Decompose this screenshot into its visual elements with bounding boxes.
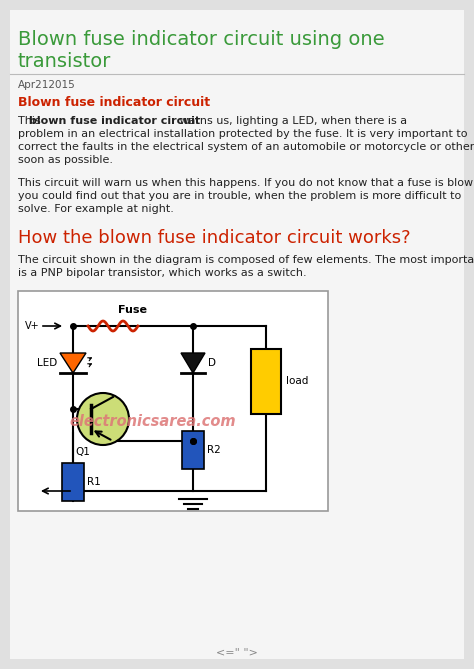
Polygon shape	[181, 353, 205, 373]
Text: Blown fuse indicator circuit using one: Blown fuse indicator circuit using one	[18, 30, 384, 49]
Text: you could find out that you are in trouble, when the problem is more difficult t: you could find out that you are in troub…	[18, 191, 461, 201]
Text: Apr212015: Apr212015	[18, 80, 76, 90]
Text: The circuit shown in the diagram is composed of few elements. The most important: The circuit shown in the diagram is comp…	[18, 255, 474, 265]
Text: blown fuse indicator circuit: blown fuse indicator circuit	[29, 116, 200, 126]
Text: Blown fuse indicator circuit: Blown fuse indicator circuit	[18, 96, 210, 109]
Text: V+: V+	[26, 321, 40, 331]
Text: is a PNP bipolar transistor, which works as a switch.: is a PNP bipolar transistor, which works…	[18, 268, 307, 278]
Text: LED: LED	[37, 358, 57, 368]
Text: Fuse: Fuse	[118, 305, 147, 315]
Text: load: load	[286, 377, 309, 387]
Bar	[182, 431, 204, 469]
Text: electronicsarea.com: electronicsarea.com	[70, 413, 237, 429]
Text: transistor: transistor	[18, 52, 111, 71]
Text: <=" ">: <=" ">	[216, 648, 258, 658]
Text: This circuit will warn us when this happens. If you do not know that a fuse is b: This circuit will warn us when this happ…	[18, 178, 474, 188]
Text: Q1: Q1	[75, 447, 90, 457]
Text: How the blown fuse indicator circuit works?: How the blown fuse indicator circuit wor…	[18, 229, 410, 247]
Circle shape	[77, 393, 129, 445]
Text: correct the faults in the electrical system of an automobile or motorcycle or ot: correct the faults in the electrical sys…	[18, 142, 474, 152]
Text: This: This	[18, 116, 44, 126]
Text: problem in an electrical installation protected by the fuse. It is very importan: problem in an electrical installation pr…	[18, 129, 467, 139]
Text: R1: R1	[87, 477, 101, 487]
Text: soon as possible.: soon as possible.	[18, 155, 113, 165]
Bar	[251, 349, 281, 414]
Polygon shape	[60, 353, 86, 373]
Text: D: D	[208, 358, 216, 368]
Bar	[62, 463, 84, 501]
Text: warns us, lighting a LED, when there is a: warns us, lighting a LED, when there is …	[176, 116, 407, 126]
Bar	[18, 291, 328, 511]
Text: R2: R2	[207, 445, 221, 455]
Text: solve. For example at night.: solve. For example at night.	[18, 204, 174, 214]
